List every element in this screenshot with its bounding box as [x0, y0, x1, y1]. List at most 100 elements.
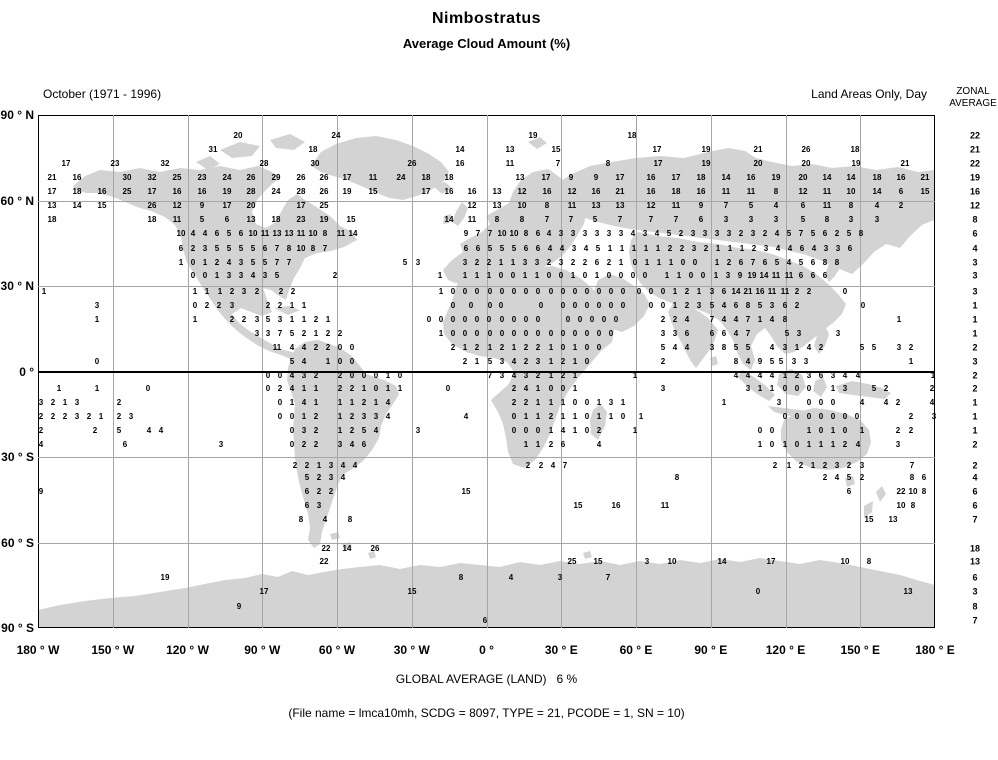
grid-value: 5: [859, 343, 865, 352]
grid-value: 4: [508, 573, 514, 582]
grid-value: 0: [397, 371, 403, 380]
grid-value: 4: [289, 384, 295, 393]
grid-value: 1: [643, 244, 649, 253]
grid-value: 0: [854, 412, 860, 421]
grid-value: 11: [780, 287, 790, 296]
grid-value: 8: [782, 315, 788, 324]
grid-value: 28: [296, 187, 306, 196]
grid-value: 18: [47, 215, 57, 224]
grid-value: 2: [116, 412, 122, 421]
grid-value: 5: [592, 215, 598, 224]
grid-value: 0: [560, 343, 566, 352]
grid-value: 3: [262, 271, 268, 280]
grid-value: 16: [611, 501, 621, 510]
grid-value: 1: [830, 426, 836, 435]
grid-value: 1: [548, 426, 554, 435]
grid-value: 7: [745, 315, 751, 324]
grid-value: 12: [646, 201, 656, 210]
grid-value: 8: [286, 244, 292, 253]
grid-value: 4: [721, 315, 727, 324]
grid-value: 15: [368, 187, 378, 196]
zonal-average-value: 6: [972, 500, 978, 511]
grid-value: 4: [806, 343, 812, 352]
grid-value: 2: [290, 287, 296, 296]
grid-value: 0: [560, 301, 566, 310]
grid-value: 6: [304, 487, 310, 496]
grid-value: 3: [328, 461, 334, 470]
grid-value: 17: [259, 587, 269, 596]
grid-value: 5: [116, 426, 122, 435]
grid-value: 7: [745, 329, 751, 338]
grid-value: 2: [660, 315, 666, 324]
grid-value: 5: [274, 271, 280, 280]
grid-value: 4: [769, 315, 775, 324]
grid-value: 4: [38, 440, 44, 449]
grid-value: 0: [349, 357, 355, 366]
grid-value: 0: [486, 315, 492, 324]
grid-value: 19: [747, 271, 757, 280]
grid-value: 0: [450, 315, 456, 324]
grid-value: 1: [56, 384, 62, 393]
grid-value: 3: [373, 412, 379, 421]
grid-value: 3: [328, 473, 334, 482]
grid-value: 2: [316, 487, 322, 496]
grid-value: 15: [864, 515, 874, 524]
grid-value: 7: [709, 315, 715, 324]
grid-value: 11: [368, 173, 378, 182]
grid-value: 2: [313, 371, 319, 380]
grid-value: 2: [229, 287, 235, 296]
zonal-average-value: 7: [972, 615, 978, 626]
zonal-average-value: 3: [972, 586, 978, 597]
grid-value: 32: [160, 159, 170, 168]
grid-value: 7: [750, 258, 756, 267]
grid-value: 1: [572, 384, 578, 393]
grid-value: 0: [606, 271, 612, 280]
grid-value: 5: [199, 215, 205, 224]
grid-value: 4: [654, 229, 660, 238]
grid-value: 0: [572, 398, 578, 407]
grid-value: 5: [289, 329, 295, 338]
grid-value: 8: [834, 258, 840, 267]
land-africa: [443, 262, 614, 468]
grid-value: 0: [769, 440, 775, 449]
grid-value: 5: [810, 229, 816, 238]
grid-value: 3: [558, 229, 564, 238]
grid-value: 4: [745, 371, 751, 380]
zonal-average-value: 4: [972, 472, 978, 483]
grid-value: 0: [700, 271, 706, 280]
grid-value: 0: [277, 412, 283, 421]
grid-value: 13: [515, 173, 525, 182]
zonal-average-value: 4: [972, 243, 978, 254]
grid-value: 2: [292, 461, 298, 470]
grid-value: 4: [883, 398, 889, 407]
grid-value: 0: [450, 301, 456, 310]
grid-value: 9: [236, 602, 242, 611]
grid-value: 6: [847, 244, 853, 253]
zonal-average-value: 7: [972, 514, 978, 525]
grid-value: 4: [340, 473, 346, 482]
grid-value: 6: [463, 244, 469, 253]
grid-value: 6: [178, 244, 184, 253]
grid-value: 0: [584, 287, 590, 296]
grid-value: 0: [584, 412, 590, 421]
grid-value: 0: [818, 398, 824, 407]
grid-value: 3: [415, 426, 421, 435]
grid-value: 0: [426, 315, 432, 324]
grid-value: 4: [874, 201, 880, 210]
grid-value: 2: [474, 258, 480, 267]
grid-value: 0: [498, 271, 504, 280]
zonal-average-value: 12: [969, 200, 981, 211]
grid-value: 23: [110, 159, 120, 168]
grid-value: 3: [535, 357, 541, 366]
grid-value: 0: [511, 315, 517, 324]
grid-value: 1: [313, 329, 319, 338]
grid-value: 1: [548, 343, 554, 352]
grid-value: 1: [644, 258, 650, 267]
longitude-tick-label: 150 ° W: [91, 643, 135, 657]
grid-value: 11: [671, 201, 681, 210]
grid-value: 0: [755, 587, 761, 596]
grid-value: 0: [613, 315, 619, 324]
grid-value: 2: [361, 398, 367, 407]
grid-value: 7: [487, 371, 493, 380]
grid-value: 1: [619, 244, 625, 253]
